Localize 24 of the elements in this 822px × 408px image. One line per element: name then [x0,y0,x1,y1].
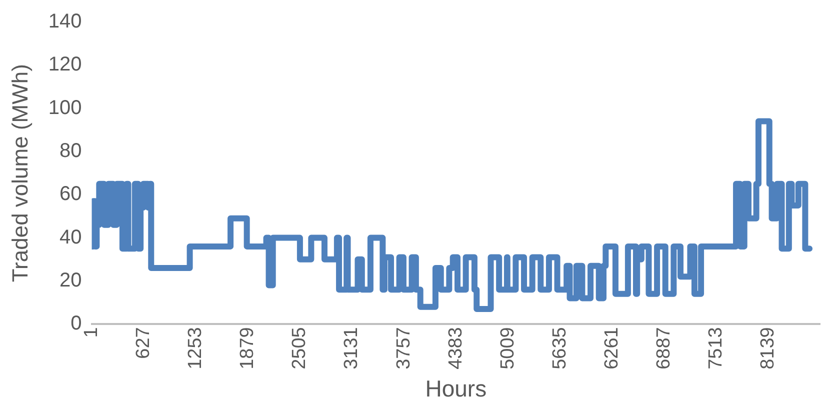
x-tick-label: 2505 [289,327,310,370]
x-tick-label: 3757 [393,327,414,370]
y-tick-label: 60 [60,183,82,206]
x-tick-label: 1253 [185,327,206,370]
x-tick-label: 5009 [497,327,518,370]
x-tick-label: 7513 [706,327,727,370]
y-tick-label: 140 [48,10,82,33]
x-axis-title: Hours [425,376,487,402]
x-tick-label: 1879 [237,327,258,370]
x-tick-label: 5635 [549,327,570,370]
x-tick-label: 8139 [758,327,779,370]
x-tick-label: 627 [133,327,154,359]
x-tick-label: 6887 [654,327,675,370]
y-tick-label: 40 [60,226,82,248]
y-tick-label: 100 [48,96,82,119]
x-tick-label: 1 [81,327,102,338]
x-tick-label: 6261 [601,327,622,370]
y-tick-label: 120 [48,54,82,76]
x-tick-label: 3131 [341,327,362,370]
y-tick-label: 0 [70,312,82,335]
x-tick-label: 4383 [445,327,466,370]
y-tick-label: 20 [60,269,82,292]
y-axis-title: Traded volume (MWh) [7,64,32,282]
y-tick-label: 80 [60,140,82,162]
